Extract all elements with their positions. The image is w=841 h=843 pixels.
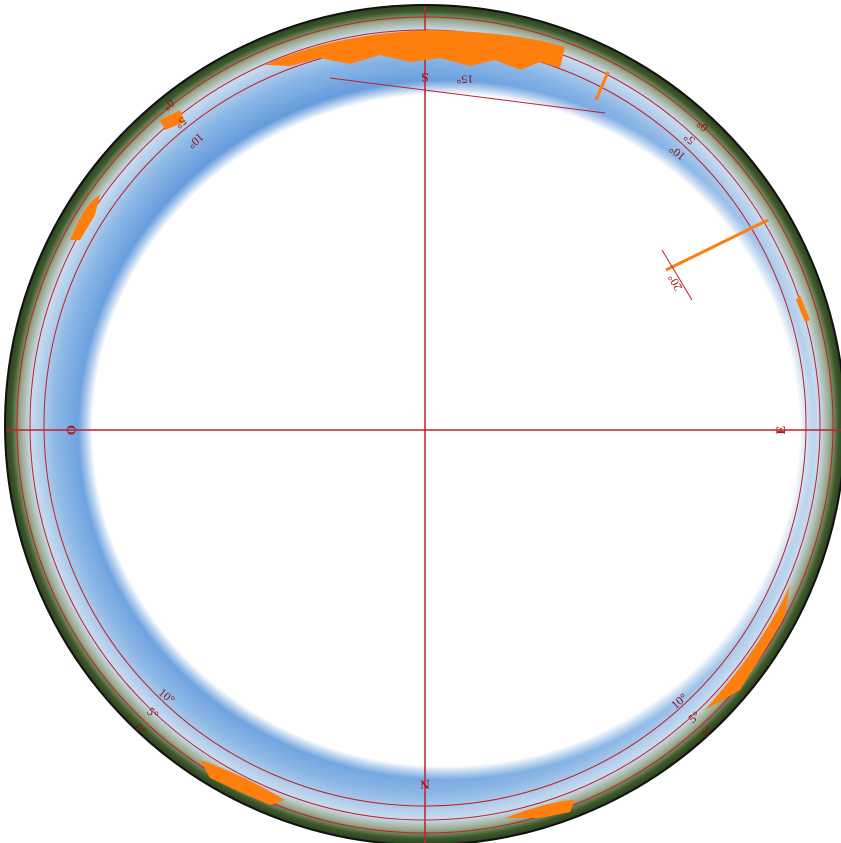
compass-label: S — [421, 70, 428, 85]
sun-path-marker — [594, 71, 769, 272]
compass-label: O — [64, 425, 79, 435]
compass-label: N — [420, 777, 430, 792]
crosshair — [6, 6, 841, 843]
elevation-label: 15° — [456, 72, 473, 86]
marker-ticks — [329, 77, 693, 301]
obstruction-overlay — [70, 30, 810, 818]
compass-label: E — [773, 426, 788, 435]
